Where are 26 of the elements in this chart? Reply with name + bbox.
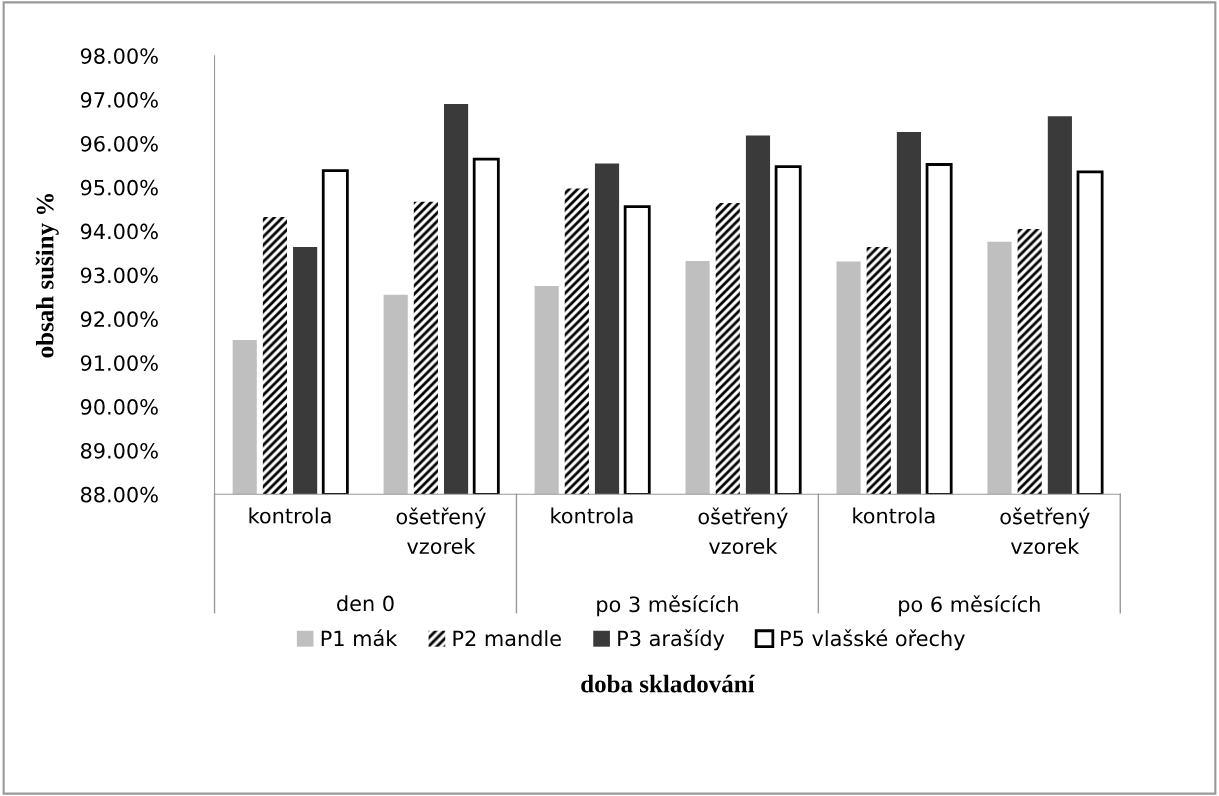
y-axis-title: obsah sušiny % — [35, 193, 59, 358]
legend-label: P2 mandle — [453, 630, 561, 647]
legend-label: P1 mák — [321, 629, 398, 647]
y-tick-label: 88.00% — [80, 486, 158, 503]
legend-label: P3 arašídy — [618, 629, 725, 651]
y-tick-label: 96.00% — [80, 135, 158, 152]
y-tick-label: 97.00% — [80, 92, 158, 108]
y-tick-label: 89.00% — [80, 442, 158, 459]
text: po 3 měsících — [597, 595, 738, 617]
y-tick-label: 94.00% — [80, 223, 158, 240]
legend-label: P5 vlašské ořechy — [781, 629, 965, 651]
x-tick-label: kontrola — [249, 507, 331, 524]
y-tick-label: 95.00% — [80, 179, 158, 196]
x-tick-label: ošetřený vzorek — [1000, 507, 1090, 555]
text: den 0 — [337, 595, 394, 612]
x-tick-label: kontrola — [853, 507, 935, 524]
y-tick-label: 90.00% — [80, 399, 158, 415]
y-tick-label: 92.00% — [80, 311, 158, 328]
y-tick-label: 98.00% — [80, 48, 158, 64]
x-tick-label: ošetřený vzorek — [396, 507, 486, 555]
y-tick-label: 93.00% — [80, 267, 158, 284]
x-tick-label: ošetřený vzorek — [698, 507, 788, 555]
y-tick-label: 91.00% — [80, 355, 158, 371]
text: po 6 měsících — [899, 595, 1040, 617]
x-axis-title: doba skladování — [581, 674, 755, 693]
x-tick-label: kontrola — [551, 507, 633, 524]
